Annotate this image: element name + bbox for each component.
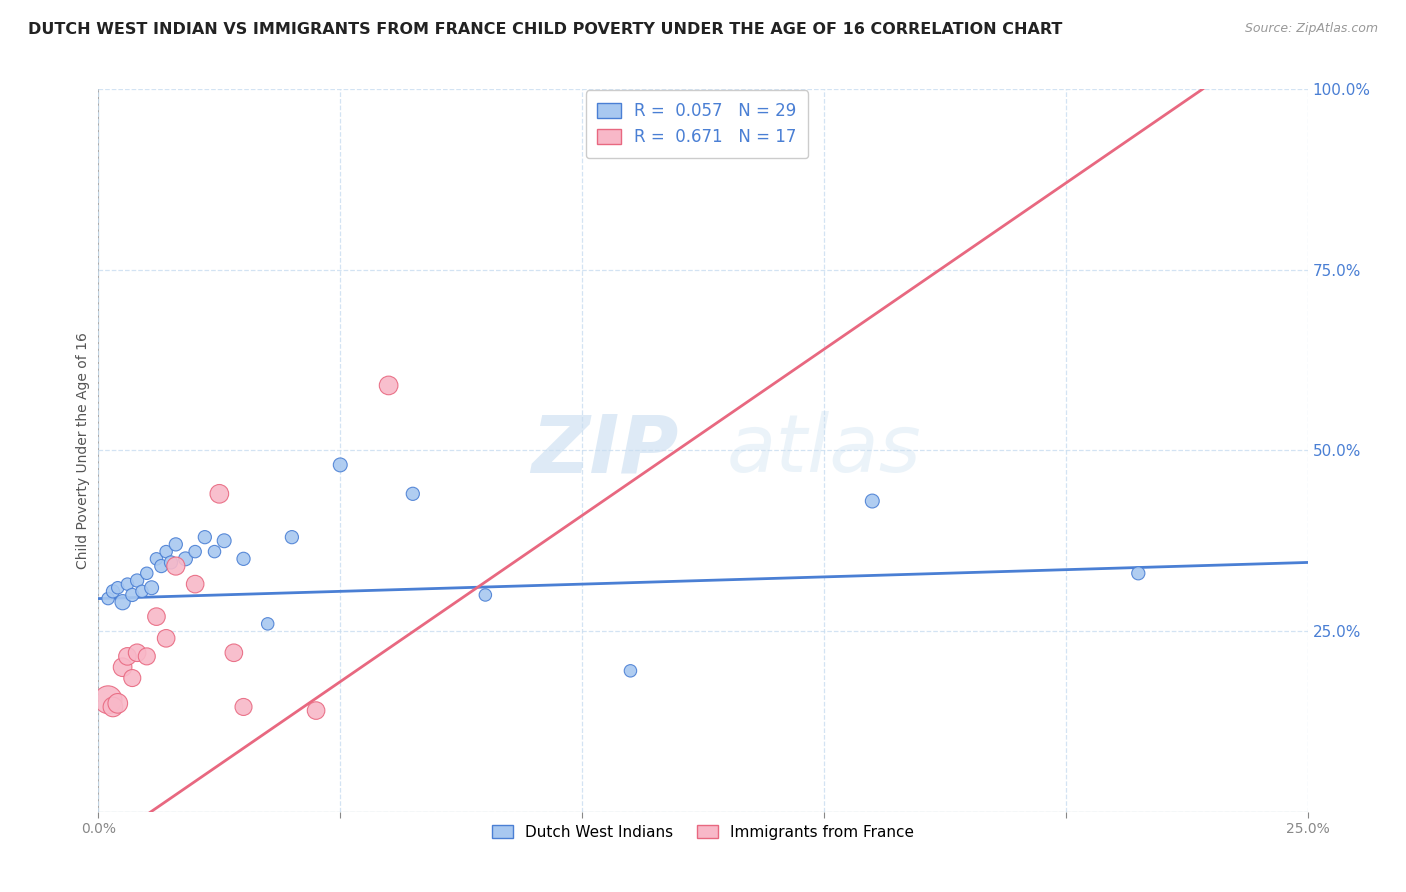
Point xyxy=(97,591,120,606)
Point xyxy=(107,696,129,710)
Point xyxy=(101,584,124,599)
Text: atlas: atlas xyxy=(727,411,922,490)
Point xyxy=(155,632,177,646)
Point xyxy=(256,616,278,631)
Point xyxy=(619,664,641,678)
Point xyxy=(121,588,143,602)
Point xyxy=(402,487,425,501)
Point xyxy=(194,530,217,544)
Point xyxy=(121,671,143,685)
Point xyxy=(174,551,197,566)
Point xyxy=(107,581,129,595)
Point xyxy=(305,704,328,718)
Point xyxy=(150,559,173,574)
Point xyxy=(155,544,177,558)
Text: Source: ZipAtlas.com: Source: ZipAtlas.com xyxy=(1244,22,1378,36)
Text: DUTCH WEST INDIAN VS IMMIGRANTS FROM FRANCE CHILD POVERTY UNDER THE AGE OF 16 CO: DUTCH WEST INDIAN VS IMMIGRANTS FROM FRA… xyxy=(28,22,1063,37)
Point xyxy=(329,458,352,472)
Point xyxy=(117,577,139,591)
Point xyxy=(1128,566,1150,581)
Point xyxy=(97,692,120,706)
Point xyxy=(281,530,304,544)
Point xyxy=(204,544,226,558)
Point xyxy=(111,595,134,609)
Point xyxy=(208,487,231,501)
Point xyxy=(135,649,157,664)
Point xyxy=(184,577,207,591)
Legend: Dutch West Indians, Immigrants from France: Dutch West Indians, Immigrants from Fran… xyxy=(484,817,922,847)
Point xyxy=(860,494,883,508)
Point xyxy=(160,556,183,570)
Point xyxy=(131,584,153,599)
Point xyxy=(232,551,254,566)
Point xyxy=(165,537,187,551)
Point xyxy=(184,544,207,558)
Point xyxy=(232,700,254,714)
Point xyxy=(135,566,157,581)
Point xyxy=(474,588,496,602)
Point xyxy=(127,574,149,588)
Point xyxy=(377,378,399,392)
Point xyxy=(127,646,149,660)
Point xyxy=(165,559,187,574)
Text: ZIP: ZIP xyxy=(531,411,679,490)
Point xyxy=(145,609,167,624)
Point xyxy=(141,581,163,595)
Point xyxy=(101,700,124,714)
Point xyxy=(212,533,235,548)
Point xyxy=(222,646,245,660)
Point xyxy=(111,660,134,674)
Point xyxy=(117,649,139,664)
Y-axis label: Child Poverty Under the Age of 16: Child Poverty Under the Age of 16 xyxy=(76,332,90,569)
Point xyxy=(145,551,167,566)
